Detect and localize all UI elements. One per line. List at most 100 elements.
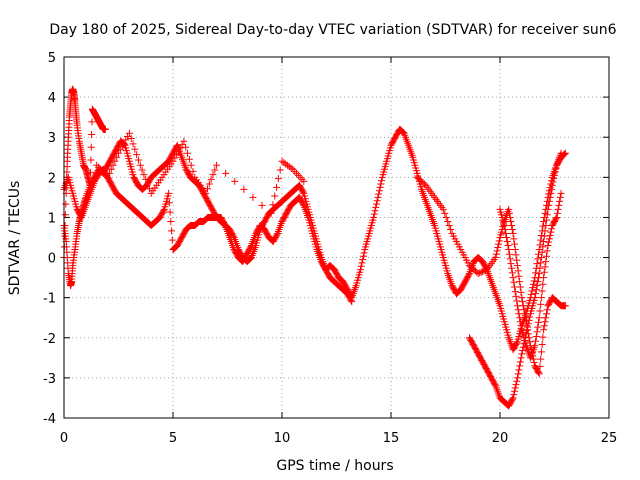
data-point [541,227,549,235]
data-point [501,225,509,233]
data-point [359,256,367,264]
data-point [546,193,554,201]
data-point [511,288,519,296]
data-marks [60,85,569,410]
data-point [299,188,307,196]
data-point [547,228,555,236]
data-point [479,268,487,276]
data-point [348,298,356,306]
data-point [511,387,519,395]
data-point [536,307,544,315]
data-point [535,370,543,378]
plot-frame [63,56,610,419]
data-point [441,209,449,217]
data-point [88,118,96,126]
data-point [518,294,526,302]
data-point [525,316,533,324]
data-point [280,159,288,167]
data-point [269,201,277,209]
data-point [540,268,548,276]
data-point [187,161,195,169]
data-point [532,337,540,345]
data-point [495,237,503,245]
ticks: 0 5 10 15 20 25 -4 -3 -2 -1 0 1 2 3 4 5 [43,51,617,446]
data-point [107,165,115,173]
data-point [543,247,551,255]
data-point [168,236,176,244]
data-point [547,189,555,197]
data-point [516,278,524,286]
data-point [506,213,514,221]
data-point [131,145,139,153]
data-point [104,173,112,181]
data-point [539,243,547,251]
data-point [176,144,184,152]
data-point [283,161,291,169]
data-point [507,260,515,268]
data-point [376,183,384,191]
data-point [375,190,383,198]
data-point [543,211,551,219]
y-tick-label: 4 [48,91,56,106]
data-point [508,264,516,272]
data-point [61,232,69,240]
data-point [529,284,537,292]
data-point [553,213,561,221]
data-point [533,260,541,268]
data-point [537,236,545,244]
data-point [514,267,522,275]
data-point [287,164,295,172]
data-point [222,169,230,177]
data-point [510,235,518,243]
data-point [300,177,308,185]
data-point [480,267,488,275]
data-point [532,332,540,340]
data-point [109,161,117,169]
data-point [527,290,535,298]
data-point [545,201,553,209]
data-point [360,249,368,257]
data-point [535,270,543,278]
data-point [545,235,553,243]
y-axis-label: SDTVAR / TECUs [7,181,23,296]
data-point [202,189,210,197]
data-point [509,274,517,282]
y-tick-label: -4 [43,412,56,427]
data-point [492,250,500,258]
data-series-1 [60,125,569,354]
data-point [229,232,237,240]
data-point [447,225,455,233]
data-point [122,136,130,144]
data-point [542,314,550,322]
data-point [140,171,148,179]
data-point [444,217,452,225]
data-point [278,157,286,165]
data-point [189,167,197,175]
data-point [530,277,538,285]
data-point [524,320,532,328]
data-point [554,205,562,213]
data-point [477,268,485,276]
data-point [371,207,379,215]
data-point [370,210,378,218]
data-point [543,252,551,260]
data-series-2 [60,85,109,262]
data-point [240,185,248,193]
data-point [509,229,517,237]
data-point [505,205,513,213]
data-point [505,209,513,217]
data-point [160,207,168,215]
data-point [539,222,547,230]
data-point [516,358,524,366]
data-point [508,225,516,233]
data-point [517,322,525,330]
data-point [502,229,510,237]
data-point [165,199,173,207]
data-point [537,259,545,267]
data-series-3 [60,165,356,306]
data-point [533,328,541,336]
data-point [535,250,543,258]
data-point [118,143,126,151]
data-point [442,213,450,221]
data-point [88,131,96,139]
